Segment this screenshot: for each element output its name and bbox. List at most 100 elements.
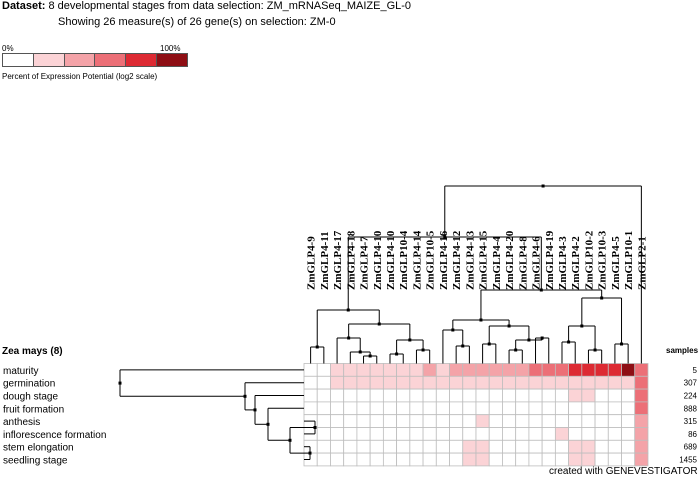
heatmap-cell (330, 375, 345, 390)
dataset-text: 8 developmental stages from data selecti… (48, 0, 412, 12)
column-label: ZmGLP4-3 (557, 236, 569, 290)
column-label: ZmGLP4-19 (544, 230, 556, 290)
heatmap-cell (369, 452, 384, 467)
heatmap-cell (488, 439, 503, 454)
heatmap-cell (541, 363, 556, 377)
row-label: maturity (3, 366, 39, 377)
heatmap-cell (634, 388, 649, 403)
dataset-line: Dataset: 8 developmental stages from dat… (2, 0, 411, 12)
heatmap-cell (356, 439, 371, 454)
heatmap-cell (409, 439, 424, 454)
credit-text: created with GENEVESTIGATOR (549, 466, 698, 477)
heatmap-cell (621, 375, 636, 390)
heatmap-cell (488, 401, 503, 416)
heatmap-cell (607, 439, 622, 454)
heatmap-cell (554, 363, 569, 377)
column-label: ZmGLP4-17 (332, 230, 344, 290)
heatmap-cell (396, 388, 411, 403)
column-label: ZmGLP4-6 (531, 236, 543, 290)
heatmap-cell (435, 439, 450, 454)
heatmap-cell (475, 375, 490, 390)
heatmap-cell (369, 375, 384, 390)
heatmap-cell (343, 388, 358, 403)
heatmap-cell (554, 375, 569, 390)
heatmap-cell (462, 452, 477, 467)
samples-header: samples (666, 346, 699, 355)
heatmap-cell (581, 414, 596, 428)
heatmap-cell (581, 427, 596, 441)
heatmap-cell (356, 427, 371, 441)
heatmap-cell (594, 388, 609, 403)
heatmap-cell (369, 439, 384, 454)
heatmap-cell (396, 427, 411, 441)
heatmap-cell (568, 414, 583, 428)
heatmap-cell (462, 388, 477, 403)
column-label: ZmGLP4-20 (504, 230, 516, 290)
heatmap-cell (541, 388, 556, 403)
heatmap-cell (462, 401, 477, 416)
column-label: ZmGLP4-5 (610, 236, 622, 290)
heatmap-cell (528, 452, 543, 467)
column-label: ZmGLP4-15 (478, 230, 490, 290)
row-label: seedling stage (3, 456, 68, 467)
heatmap-cell (515, 401, 530, 416)
heatmap-cell (369, 427, 384, 441)
heatmap-cell (316, 363, 331, 377)
heatmap-cell (409, 375, 424, 390)
sample-count: 1455 (679, 456, 697, 465)
heatmap-cell (634, 452, 649, 467)
heatmap-cell (568, 439, 583, 454)
heatmap-cell (554, 452, 569, 467)
heatmap-cell (488, 388, 503, 403)
heatmap-cell (422, 439, 437, 454)
heatmap-cell (488, 375, 503, 390)
heatmap-cell (343, 375, 358, 390)
heatmap-cell (475, 414, 490, 428)
heatmap-cell (621, 414, 636, 428)
heatmap-cell (502, 414, 517, 428)
heatmap-cell (409, 388, 424, 403)
column-label: ZmGLP4-13 (464, 230, 476, 290)
heatmap-cell (528, 388, 543, 403)
heatmap-cell (422, 388, 437, 403)
heatmap-cell (382, 427, 398, 441)
heatmap-cell (316, 414, 331, 428)
heatmap-cell (422, 452, 437, 467)
heatmap-cell (449, 388, 464, 403)
heatmap-cell (528, 363, 543, 377)
heatmap-cell (607, 363, 622, 377)
heatmap-cell (330, 452, 345, 467)
heatmap-cell (462, 414, 477, 428)
row-label: germination (3, 379, 55, 390)
heatmap-cell (356, 375, 371, 390)
heatmap-cell (541, 439, 556, 454)
heatmap-cell (422, 401, 437, 416)
heatmap-cell (435, 452, 450, 467)
heatmap-cell (554, 388, 569, 403)
column-label: ZmGLP4-18 (345, 230, 357, 290)
legend-swatch (95, 54, 127, 66)
heatmap-cell (594, 375, 609, 390)
column-label: ZmGLP10-3 (597, 230, 609, 290)
heatmap-cell (316, 401, 331, 416)
column-label: ZmGLP4-7 (359, 236, 371, 290)
legend-title: Percent of Expression Potential (log2 sc… (2, 72, 158, 81)
heatmap-cell (488, 363, 503, 377)
heatmap-cell (369, 414, 384, 428)
row-label: anthesis (3, 417, 40, 428)
heatmap-cell (356, 388, 371, 403)
heatmap-cell (475, 388, 490, 403)
heatmap-cell (409, 452, 424, 467)
heatmap-cell (396, 414, 411, 428)
heatmap-cell (515, 388, 530, 403)
heatmap-cell (621, 401, 636, 416)
heatmap-cell (475, 452, 490, 467)
heatmap-cell (502, 375, 517, 390)
heatmap-cell (607, 375, 622, 390)
heatmap-cell (554, 414, 569, 428)
heatmap-cell (316, 375, 331, 390)
heatmap-cell (316, 439, 331, 454)
heatmap-cell (449, 452, 464, 467)
heatmap-cell (502, 401, 517, 416)
